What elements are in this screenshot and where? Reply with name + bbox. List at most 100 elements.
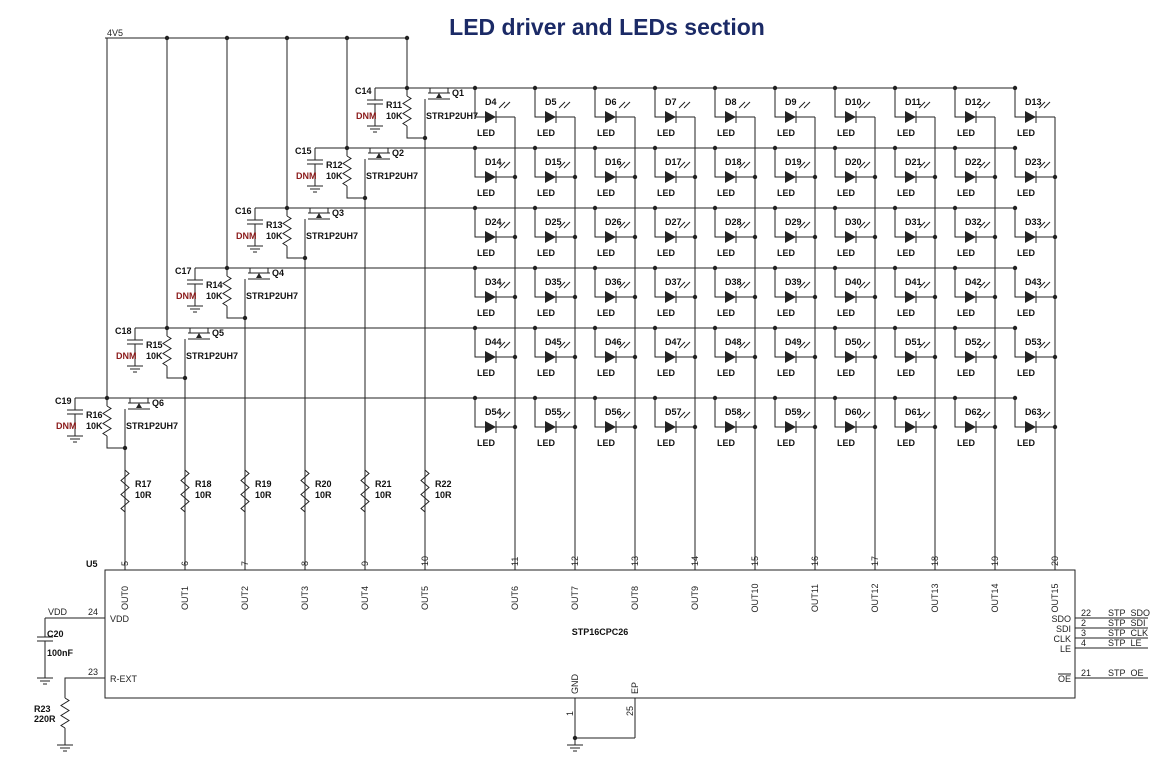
led-anode-wire [954,398,965,428]
pin-number: 15 [750,556,760,566]
led-value: LED [957,438,976,448]
pin-name: SDO [1051,614,1071,624]
resistor-value: 10K [266,231,283,241]
resistor-ref: R18 [195,479,212,489]
supply-net-label: 4V5 [107,28,123,38]
led-ref: D38 [725,277,742,287]
pin-number: 24 [88,607,98,617]
pin-number: 17 [870,556,880,566]
led-light-icon [618,281,626,289]
led-value: LED [717,308,736,318]
led-ref: D54 [485,407,502,417]
capacitor-ref: C19 [55,396,72,406]
led-ref: D41 [905,277,922,287]
led-value: LED [1017,248,1036,258]
led-light-icon [863,161,871,169]
led-icon [665,171,676,183]
led-anode-wire [954,328,965,358]
mosfet-ref: Q4 [272,268,284,278]
led-light-icon [683,161,691,169]
led-icon [965,231,976,243]
capacitor-ref: C18 [115,326,132,336]
led-value: LED [1017,308,1036,318]
led-value: LED [897,188,916,198]
led-anode-wire [534,328,545,358]
led-anode-wire [954,88,965,118]
gate-resistor [222,275,232,307]
led-icon [605,231,616,243]
led-value: LED [717,438,736,448]
pin-name: OUT8 [630,586,640,610]
mosfet-ref: Q5 [212,328,224,338]
capacitor-value: DNM [356,111,377,121]
led-light-icon [678,101,686,109]
pin-name: OUT11 [810,584,820,612]
led-icon [1025,291,1036,303]
pin-number: 19 [990,556,1000,566]
led-icon [605,351,616,363]
led-anode-wire [774,88,785,118]
led-value: LED [897,128,916,138]
mosfet-arrow-icon [436,93,442,98]
led-light-icon [738,281,746,289]
led-light-icon [863,411,871,419]
led-anode-wire [834,148,845,178]
resistor-ref: R22 [435,479,452,489]
led-ref: D9 [785,97,797,107]
mosfet-part: STR1P2UH7 [426,111,478,121]
led-icon [845,111,856,123]
led-light-icon [743,161,751,169]
led-ref: D37 [665,277,682,287]
junction-dot [404,35,410,41]
led-icon [725,351,736,363]
junction-dot [344,35,350,41]
led-light-icon [923,281,931,289]
led-value: LED [957,188,976,198]
pin-number: 7 [240,561,250,566]
led-light-icon [918,161,926,169]
mosfet-part: STR1P2UH7 [126,421,178,431]
led-light-icon [738,411,746,419]
led-light-icon [623,281,631,289]
resistor-ref: R15 [146,340,163,350]
led-light-icon [678,411,686,419]
led-value: LED [477,248,496,258]
led-ref: D43 [1025,277,1042,287]
led-ref: D44 [485,337,502,347]
led-ref: D45 [545,337,562,347]
junction-dot [284,35,290,41]
led-ref: D29 [785,217,802,227]
led-light-icon [798,101,806,109]
resistor-value: 10R [435,490,452,500]
mosfet-arrow-icon [376,153,382,158]
led-value: LED [837,308,856,318]
led-ref: D21 [905,157,922,167]
led-value: LED [477,438,496,448]
led-light-icon [558,101,566,109]
led-icon [965,291,976,303]
led-icon [545,351,556,363]
led-anode-wire [894,268,905,298]
led-ref: D26 [605,217,622,227]
led-value: LED [597,248,616,258]
resistor-value: 10K [86,421,103,431]
led-ref: D8 [725,97,737,107]
led-light-icon [683,101,691,109]
led-light-icon [743,341,751,349]
led-value: LED [537,308,556,318]
led-light-icon [563,221,571,229]
led-anode-wire [654,148,665,178]
led-ref: D28 [725,217,742,227]
led-ref: D31 [905,217,922,227]
led-value: LED [837,188,856,198]
resistor-value: 10K [386,111,403,121]
resistor-value: 10R [255,490,272,500]
gate-resistor [162,335,172,367]
led-light-icon [563,281,571,289]
led-light-icon [558,411,566,419]
led-light-icon [678,281,686,289]
pin-number: 20 [1050,556,1060,566]
led-anode-wire [954,148,965,178]
led-light-icon [1043,281,1051,289]
led-value: LED [537,128,556,138]
